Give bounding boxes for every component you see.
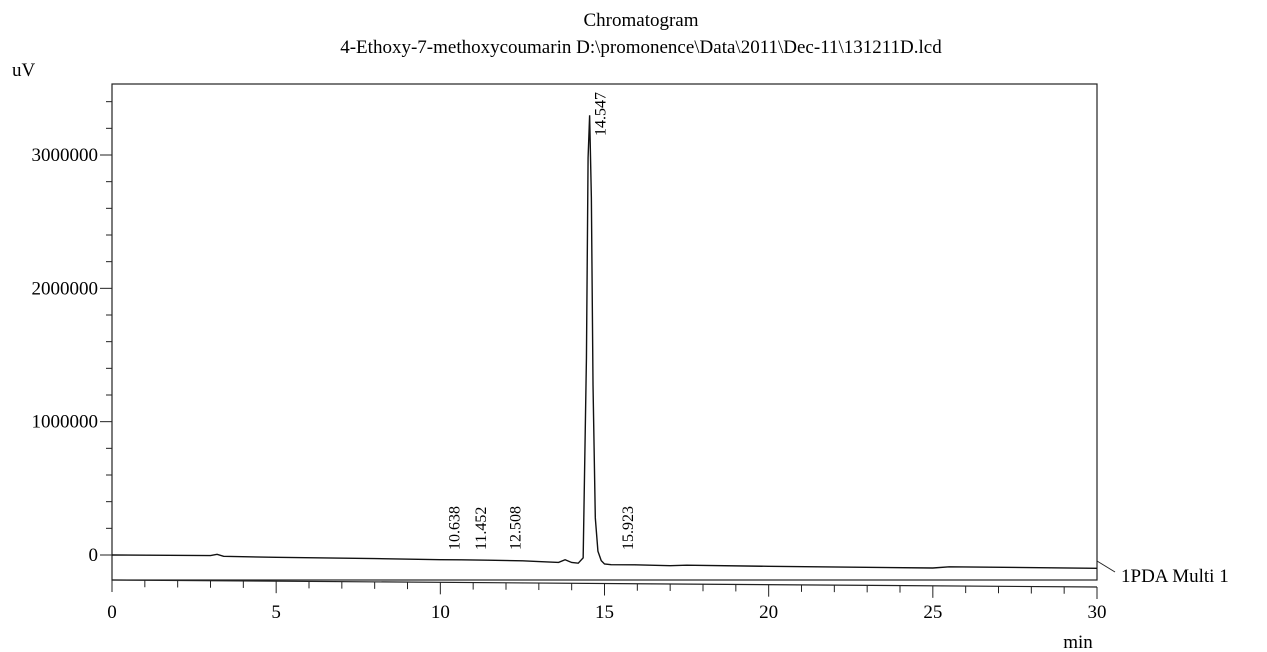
x-tick-label: 20 xyxy=(759,602,778,623)
series-label-leader xyxy=(1096,560,1116,573)
x-tick-label: 0 xyxy=(107,602,117,623)
x-tick-label: 25 xyxy=(923,602,942,623)
peak-labels: 10.638 11.452 12.508 14.547 15.923 xyxy=(446,92,637,550)
chart-title: Chromatogram xyxy=(583,10,698,31)
y-tick-label: 0 xyxy=(89,545,99,566)
y-axis-label: uV xyxy=(12,60,36,81)
x-tick-label: 15 xyxy=(595,602,614,623)
x-tick-label: 5 xyxy=(271,602,281,623)
x-axis-ticks: 0 5 10 15 20 25 30 xyxy=(107,580,1107,623)
plot-frame xyxy=(111,83,1098,581)
peak-label: 15.923 xyxy=(620,506,637,550)
y-tick-label: 1000000 xyxy=(32,412,99,433)
y-tick-label: 2000000 xyxy=(32,278,99,299)
x-tick-label: 10 xyxy=(431,602,450,623)
series-line-1pda-multi-1 xyxy=(111,115,1098,570)
x-tick-label: 30 xyxy=(1088,602,1107,623)
x-axis-label: min xyxy=(1063,632,1093,652)
peak-label: 10.638 xyxy=(446,506,463,550)
peak-label: 11.452 xyxy=(473,507,490,550)
y-tick-label: 3000000 xyxy=(32,145,99,166)
peak-label: 14.547 xyxy=(593,92,610,136)
chart-subtitle: 4-Ethoxy-7-methoxycoumarin D:\promonence… xyxy=(340,37,942,58)
series-label: 1PDA Multi 1 xyxy=(1121,566,1229,587)
peak-label: 12.508 xyxy=(508,506,525,550)
y-axis-ticks: 0 1000000 2000000 3000000 xyxy=(32,101,112,566)
